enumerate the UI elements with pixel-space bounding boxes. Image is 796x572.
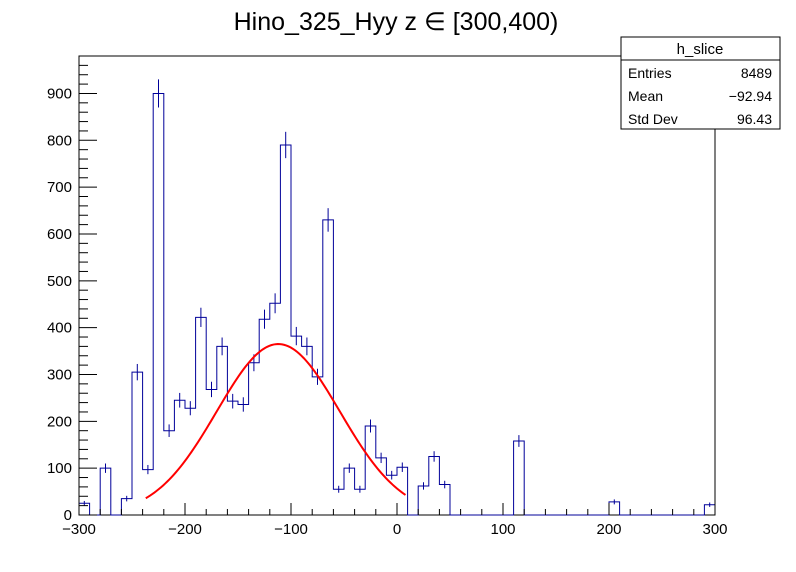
y-tick-label: 200 (47, 413, 72, 430)
y-tick-label: 900 (47, 85, 72, 102)
histogram-bin (439, 485, 450, 515)
stats-box-title: h_slice (677, 41, 724, 58)
histogram-bin (397, 467, 408, 515)
y-tick-label: 100 (47, 460, 72, 477)
histogram-bin (344, 468, 355, 515)
stats-mean-value: −92.94 (729, 88, 772, 104)
histogram-bin (514, 441, 525, 515)
x-tick-label: −300 (62, 521, 96, 538)
y-tick-label: 800 (47, 132, 72, 149)
y-tick-label: 500 (47, 273, 72, 290)
histogram-bin (196, 317, 207, 515)
histogram-bin (249, 363, 260, 515)
stats-stddev-value: 96.43 (737, 111, 772, 127)
histogram-bin (280, 145, 291, 515)
histogram-bin (164, 431, 175, 515)
x-tick-label: −200 (168, 521, 202, 538)
x-tick-label: 300 (702, 521, 727, 538)
histogram-bin (302, 346, 313, 515)
histogram-bin (323, 220, 334, 515)
y-tick-label: 300 (47, 366, 72, 383)
y-tick-label: 400 (47, 320, 72, 337)
histogram-bin (376, 458, 387, 515)
x-tick-label: 100 (490, 521, 515, 538)
x-tick-label: −100 (274, 521, 308, 538)
histogram-bin (143, 470, 154, 515)
stats-box-frame (620, 36, 781, 130)
histogram-bin (365, 426, 376, 515)
histogram-bin (174, 400, 185, 515)
chart-title: Hino_325_Hyy z ∈ [300,400) (234, 8, 559, 36)
histogram-bin (100, 468, 111, 515)
histogram-bin (270, 303, 281, 515)
histogram-bin (153, 93, 164, 515)
y-tick-label: 700 (47, 179, 72, 196)
stats-entries-label: Entries (628, 65, 672, 81)
x-tick-label: 200 (596, 521, 621, 538)
stats-mean-label: Mean (628, 88, 663, 104)
histogram-bin (355, 489, 366, 515)
plot-frame (78, 55, 716, 516)
histogram-bin (185, 408, 196, 515)
histogram-bin (291, 336, 302, 515)
histogram-bin (217, 346, 228, 515)
stats-box: h_slice Entries 8489 Mean −92.94 Std Dev… (620, 36, 781, 130)
gaussian-fit-curve (145, 343, 407, 500)
histogram-bin (206, 389, 217, 515)
x-tick-label: 0 (393, 521, 401, 538)
y-tick-label: 0 (64, 507, 72, 524)
histogram-outline (79, 92, 715, 516)
histogram-bin (227, 401, 238, 515)
histogram-bin (333, 489, 344, 515)
histogram-bin (418, 486, 429, 515)
y-tick-label: 600 (47, 226, 72, 243)
histogram-bin (429, 456, 440, 515)
histogram-bars (79, 93, 715, 515)
stats-entries-value: 8489 (741, 65, 772, 81)
histogram-bin (312, 377, 323, 515)
axes: −300 −200 −100 0 100 200 300 0 100 200 300 400 500 60… (47, 55, 728, 538)
error-bars (83, 79, 711, 507)
histogram-bin (238, 404, 249, 515)
stats-stddev-label: Std Dev (628, 111, 678, 127)
histogram-bin (132, 372, 143, 515)
